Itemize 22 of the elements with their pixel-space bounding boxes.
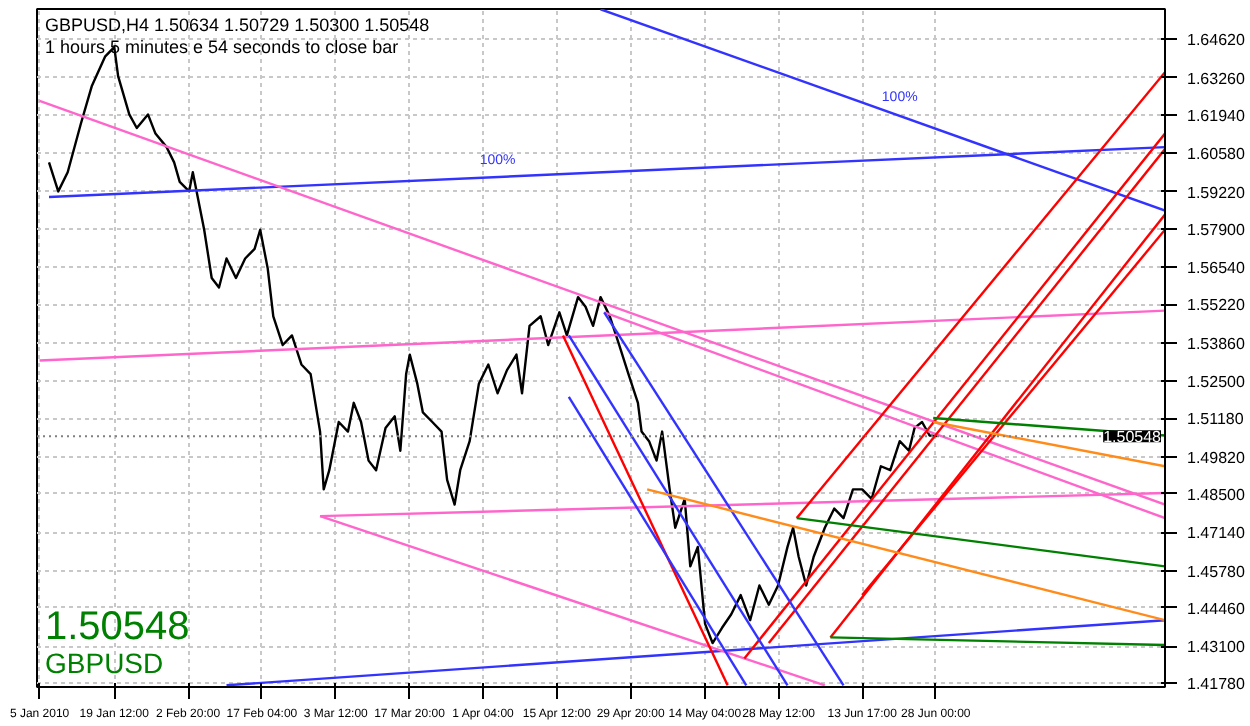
y-tick-label: 1.55220 <box>1187 296 1246 315</box>
y-tick-label: 1.45780 <box>1187 562 1246 581</box>
y-tick-label: 1.51180 <box>1187 410 1245 429</box>
y-tick-label: 1.43100 <box>1187 638 1246 657</box>
y-tick-label: 1.53860 <box>1187 334 1246 353</box>
y-tick-label: 1.52500 <box>1187 373 1246 392</box>
y-tick-label: 1.61940 <box>1187 107 1246 125</box>
y-tick-label: 1.48500 <box>1187 485 1246 504</box>
annotation: GBPUSD <box>45 647 164 679</box>
y-tick-label: 1.44460 <box>1187 599 1246 618</box>
ref-line-label: 1.50548 <box>1103 428 1163 447</box>
y-tick-label: 1.41780 <box>1187 675 1246 694</box>
chart-title: GBPUSD,H4 1.50634 1.50729 1.50300 1.50548 <box>45 15 430 35</box>
y-tick-label: 1.59220 <box>1187 183 1246 202</box>
y-tick-label: 1.47140 <box>1187 524 1246 543</box>
y-tick-label: 1.56540 <box>1187 259 1246 278</box>
y-tick-label: 1.60580 <box>1187 145 1246 164</box>
y-tick-label: 1.57900 <box>1187 220 1246 239</box>
y-tick-label: 1.63260 <box>1187 69 1246 88</box>
y-tick-label: 1.49820 <box>1187 448 1246 467</box>
annotation: 1.50548 <box>45 605 190 649</box>
y-tick-label: 1.64620 <box>1187 31 1246 50</box>
